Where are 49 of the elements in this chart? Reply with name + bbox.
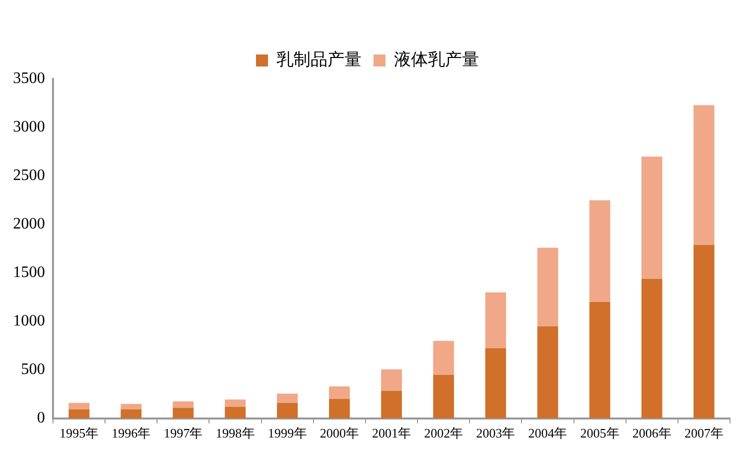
bar (172, 408, 194, 418)
y-tick-label: 2500 (13, 167, 45, 184)
x-tick-label: 2005年 (580, 426, 620, 441)
x-tick-label: 2001年 (372, 426, 411, 441)
x-tick-label: 1996年 (112, 426, 151, 441)
x-tick-label: 2006年 (632, 426, 672, 441)
legend-label: 液体乳产量 (394, 50, 479, 70)
bar (329, 399, 350, 418)
bar (172, 401, 194, 408)
bar (433, 374, 454, 418)
bar (485, 348, 506, 418)
bar (485, 292, 506, 348)
bar (641, 278, 662, 418)
x-tick-label: 2002年 (424, 426, 464, 441)
x-tick-label: 2007年 (684, 426, 724, 441)
bar (641, 156, 662, 279)
legend-label: 乳制品产量 (276, 50, 362, 70)
bar (68, 409, 90, 418)
y-tick-label: 1000 (13, 312, 45, 330)
x-tick-label: 1997年 (164, 426, 203, 441)
y-tick-label: 2000 (13, 216, 45, 233)
y-tick-label: 500 (21, 361, 45, 378)
y-tick-label: 1500 (13, 264, 45, 282)
bar (224, 406, 246, 418)
x-tick-label: 2003年 (476, 426, 516, 441)
x-tick-label: 2004年 (528, 426, 568, 441)
bar (381, 390, 402, 418)
y-tick-label: 3000 (13, 118, 45, 136)
bar (694, 105, 714, 245)
bar (537, 248, 558, 326)
bar (589, 302, 610, 418)
bar (224, 399, 246, 407)
bar (537, 326, 558, 418)
x-tick-label: 2000年 (320, 426, 359, 441)
bar (120, 409, 142, 418)
bar (276, 402, 298, 418)
bar (329, 386, 350, 400)
bar (589, 200, 610, 302)
bar (276, 394, 298, 403)
bar (433, 340, 454, 375)
y-tick-label: 0 (37, 410, 45, 427)
bar (68, 402, 90, 410)
x-tick-label: 1999年 (268, 426, 307, 441)
y-tick-label: 3500 (13, 70, 45, 88)
bar (694, 244, 714, 418)
bar (381, 369, 402, 391)
x-tick-label: 1998年 (216, 426, 255, 441)
x-tick-label: 1995年 (60, 426, 99, 441)
bar (120, 404, 142, 410)
